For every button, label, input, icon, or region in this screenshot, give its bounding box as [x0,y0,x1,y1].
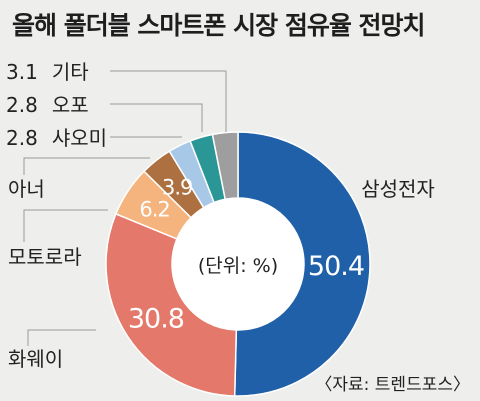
slice-value-label: 50.4 [308,251,364,282]
leader-line [110,70,227,132]
leader-line [110,103,203,132]
slice-value-label: 30.8 [128,303,184,334]
slice-name-label: 모토로라 [8,245,82,269]
slice-value-label: 3.1 [6,60,38,84]
source-note: 〈자료: 트렌드포스〉 [315,375,470,395]
leader-line [27,329,96,346]
slice-value-label: 6.2 [139,197,169,221]
slice-value-label: 3.9 [162,176,192,200]
leader-line [23,157,150,175]
center-unit-label: (단위: %) [198,255,278,277]
slice-name-label: 3.1 기타 [6,60,89,84]
chart-title: 올해 폴더블 스마트폰 시장 점유율 전망치 [12,11,426,40]
slice-name: 오포 [52,93,89,117]
slice-name-label: 삼성전자 [361,177,435,201]
slice-value-label: 2.8 [6,93,38,117]
slice-name: 기타 [52,60,89,84]
slice-name-label: 2.8 오포 [6,93,89,117]
slice-name-label: 아너 [8,177,45,201]
slice-value-label: 2.8 [6,126,38,150]
slice-name: 샤오미 [52,126,107,150]
slice-name-label: 2.8 샤오미 [6,126,107,150]
leader-line [23,209,108,242]
slice-name-label: 화웨이 [8,347,63,371]
donut-hole [172,198,304,330]
